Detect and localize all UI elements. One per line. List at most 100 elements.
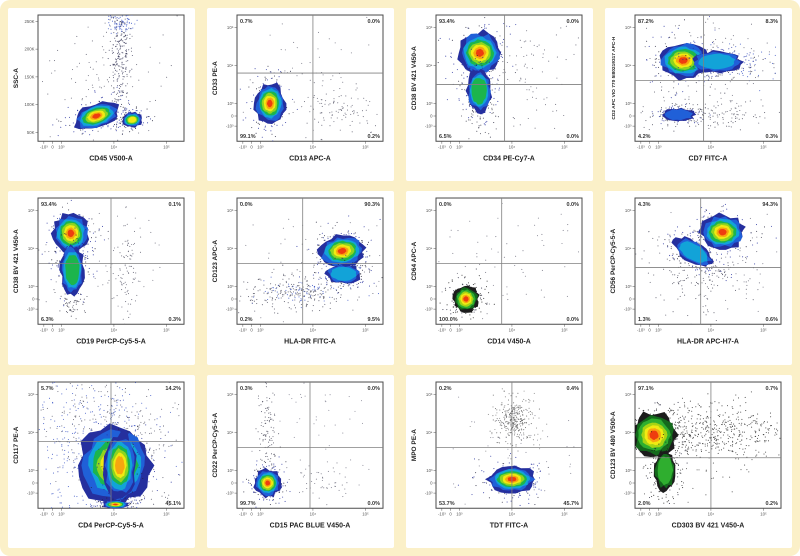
quadrant-top-right-percent: 0.7% [765,386,778,392]
quadrant-top-right-percent: 0.0% [367,19,380,25]
x-tick-label: 0 [449,144,452,149]
x-axis-title: HLA-DR FITC-A [284,339,336,346]
y-tick-label: 0 [430,297,433,302]
y-tick-label: 10³ [625,468,632,473]
x-tick-label: 10⁵ [760,328,767,333]
y-axis-title: CD2 APC VIO 770 5I80219317 APC-H [611,36,617,119]
density-cluster [242,456,291,508]
quadrant-bottom-right-percent: 45.7% [563,501,579,507]
x-tick-label: 10³ [58,511,65,516]
x-tick-label: -10³ [40,511,48,516]
quadrant-top-left-percent: 93.4% [41,202,57,208]
y-axis-title: SSC-A [13,68,20,89]
plot-box [435,14,583,142]
quadrant-top-right-percent: 0.0% [566,19,579,25]
y-tick-label: 10⁴ [625,430,632,435]
quadrant-top-left-percent: 0.3% [240,386,253,392]
x-tick-label: 0 [648,144,651,149]
x-tick-label: -10³ [239,328,247,333]
x-tick-label: 10³ [257,144,264,149]
density-cluster [282,215,381,286]
quadrant-top-left-percent: 4.3% [638,202,651,208]
density-cluster [52,86,139,137]
x-tick-label: 0 [449,328,452,333]
y-axis-title: CD56 PerCP-Cy5-5-A [610,229,617,294]
y-tick-label: 150K [24,74,34,79]
x-axis-title: CD19 PerCP-Cy5-5-A [76,339,146,346]
x-tick-label: -10³ [637,328,645,333]
y-tick-label: 10⁵ [227,25,234,30]
x-tick-label: 10⁴ [708,144,715,149]
x-tick-label: -10³ [438,328,446,333]
y-tick-label: 10⁵ [227,392,234,397]
x-tick-label: 10³ [257,511,264,516]
x-tick-label: 10³ [655,328,662,333]
quadrant-bottom-left-percent: 100.0% [439,318,458,324]
x-tick-label: 10⁴ [509,511,516,516]
density-cluster [239,65,298,142]
quadrant-bottom-left-percent: 99.7% [240,501,256,507]
y-tick-label: 10⁵ [625,209,632,214]
y-axis-title: CD123 BV 480 V500-A [610,411,617,479]
x-tick-label: -10³ [637,144,645,149]
density-cluster [645,430,688,504]
y-tick-label: 100K [24,102,34,107]
y-tick-label: 10⁵ [28,392,35,397]
x-tick-label: 10³ [655,511,662,516]
plot-card-10: 0.3% 0.0% 99.7% 0.0% 10⁵ 10⁴ 10³ 0 -10³ -10³ 0 10³ 1… [207,374,394,548]
quadrant-bottom-right-percent: 0.0% [367,501,380,507]
x-tick-label: 10⁴ [111,328,118,333]
quadrant-top-left-percent: 97.1% [638,386,654,392]
quadrant-bottom-right-percent: 0.0% [566,318,579,324]
x-tick-label: 10⁵ [163,328,170,333]
density-cluster [649,103,711,132]
y-tick-label: -10³ [425,307,433,312]
y-tick-label: 10³ [426,284,433,289]
y-tick-label: 10⁵ [426,25,433,30]
y-axis-title: CD38 BV 421 V450-A [13,229,20,293]
x-axis-title: CD7 FITC-A [689,155,728,162]
density-cluster [676,204,777,265]
y-tick-label: 10⁴ [28,246,35,251]
x-tick-label: 10⁴ [708,328,715,333]
quadrant-top-left-percent: 93.4% [439,19,455,25]
density-cluster [41,200,109,273]
x-tick-label: 0 [51,144,54,149]
plot-card-8: 4.3% 94.3% 1.3% 0.6% 10⁵ 10⁴ 10³ 0 -10³ -10³ 0 10³ 1… [605,191,792,365]
y-tick-label: 10³ [426,101,433,106]
y-tick-label: 50K [27,130,35,135]
density-cluster [674,46,766,82]
x-tick-label: 10⁴ [310,328,317,333]
y-tick-label: 10⁴ [28,430,35,435]
x-tick-label: 10⁵ [362,144,369,149]
x-tick-label: 10⁴ [111,144,118,149]
x-axis-title: CD15 PAC BLUE V450-A [270,522,351,529]
plot-card-7: 0.0% 0.0% 100.0% 0.0% 10⁵ 10⁴ 10³ 0 -10³ -10³ 0 10³… [406,191,593,365]
y-tick-label: 10³ [28,284,35,289]
plot-card-3: 93.4% 0.0% 6.5% 0.0% 10⁵ 10⁴ 10³ 0 -10³ -10³ 0 10³ 1… [406,8,593,182]
quadrant-bottom-right-percent: 0.3% [168,318,181,324]
y-tick-label: -10³ [425,124,433,129]
quadrant-top-right-percent: 0.1% [168,202,181,208]
y-tick-label: -10³ [624,490,632,495]
y-tick-label: 10⁴ [426,63,433,68]
y-tick-label: -10³ [226,307,234,312]
quadrant-bottom-right-percent: 0.6% [765,318,778,324]
x-tick-label: 10³ [58,144,65,149]
y-tick-label: 0 [231,480,234,485]
x-tick-label: 0 [250,328,253,333]
x-axis-title: CD14 V450-A [487,339,531,346]
y-tick-label: 0 [629,297,632,302]
x-tick-label: -10³ [438,511,446,516]
y-tick-label: -10³ [226,124,234,129]
x-tick-label: 10³ [456,328,463,333]
x-tick-label: 10³ [456,511,463,516]
y-tick-label: 10³ [625,284,632,289]
y-tick-label: 0 [629,480,632,485]
y-axis-title: CD22 PerCP-Cy5-5-A [212,412,219,477]
x-axis-title: TDT FITC-A [490,522,528,529]
y-tick-label: -10³ [226,490,234,495]
plot-box [236,197,384,326]
